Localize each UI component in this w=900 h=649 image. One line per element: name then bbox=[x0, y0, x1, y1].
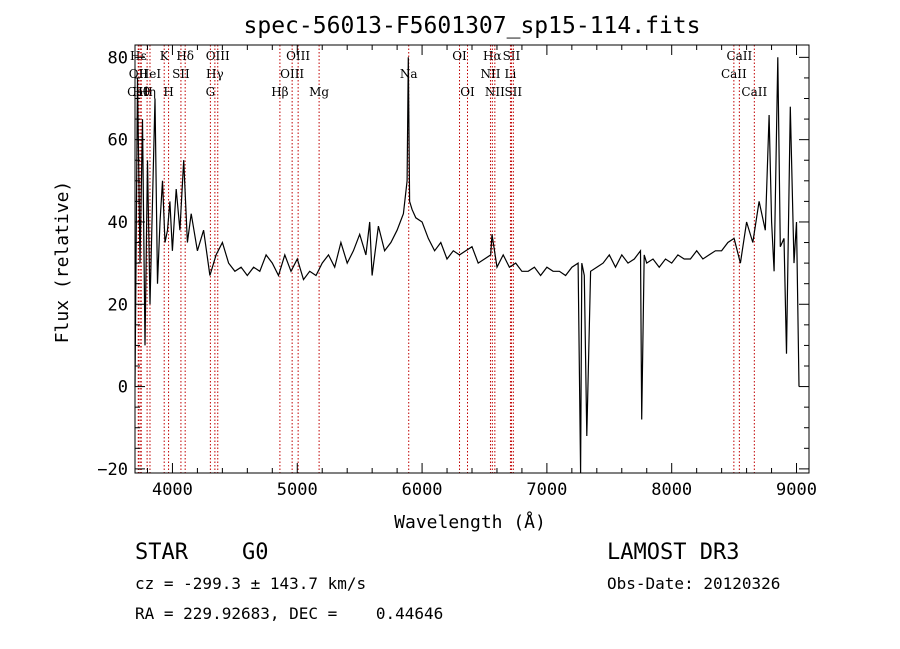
marker-label-8: H bbox=[163, 85, 173, 99]
marker-label-11: Hγ bbox=[206, 67, 224, 81]
obs-date-text: Obs-Date: 20120326 bbox=[607, 574, 781, 593]
x-tick-label-2: 6000 bbox=[402, 480, 443, 500]
marker-label-21: SII bbox=[503, 49, 521, 63]
marker-label-5: HeI bbox=[139, 67, 162, 81]
plot-frame bbox=[134, 44, 810, 474]
marker-label-13: Hβ bbox=[271, 85, 288, 99]
spectrum-chart: spec-56013-F5601307_sp15-114.fits HεOIIC… bbox=[52, 13, 817, 533]
marker-label-19: OI bbox=[460, 85, 475, 99]
y-tick-label-1: 0 bbox=[118, 378, 128, 398]
marker-label-23: Li bbox=[505, 67, 517, 81]
marker-label-24: NII bbox=[485, 85, 505, 99]
survey-label: LAMOST DR3 bbox=[607, 540, 740, 565]
x-tick-label-5: 9000 bbox=[776, 480, 817, 500]
marker-label-22: NII bbox=[480, 67, 500, 81]
marker-label-1: OII bbox=[129, 67, 149, 81]
marker-label-12: G bbox=[206, 85, 216, 99]
y-tick-label-2: 20 bbox=[108, 295, 128, 315]
spectrum-line bbox=[134, 57, 800, 474]
marker-label-10: OIII bbox=[206, 49, 230, 63]
class-label: STAR bbox=[135, 540, 188, 565]
marker-label-14: OIII bbox=[286, 49, 310, 63]
marker-label-18: OI bbox=[452, 49, 467, 63]
marker-label-27: CaII bbox=[721, 67, 747, 81]
x-axis-label: Wavelength (Å) bbox=[394, 511, 546, 533]
marker-label-9: Hδ bbox=[176, 49, 194, 63]
y-axis-label: Flux (relative) bbox=[52, 181, 73, 344]
x-tick-label-1: 5000 bbox=[277, 480, 318, 500]
axis-ticks: 4000 5000 6000 7000 8000 9000 −20 0 20 40 60 80 bbox=[97, 45, 817, 500]
marker-label-7: SII bbox=[172, 67, 190, 81]
marker-label-26: CaII bbox=[726, 49, 752, 63]
marker-label-16: Mg bbox=[309, 85, 329, 99]
x-tick-label-0: 4000 bbox=[152, 480, 193, 500]
y-tick-label-4: 60 bbox=[108, 131, 128, 151]
marker-label-6: K bbox=[160, 49, 170, 63]
x-tick-label-4: 8000 bbox=[651, 480, 692, 500]
y-tick-label-5: 80 bbox=[108, 48, 128, 68]
marker-label-4: Hη bbox=[138, 85, 156, 99]
chart-title: spec-56013-F5601307_sp15-114.fits bbox=[244, 13, 701, 39]
x-tick-label-3: 7000 bbox=[526, 480, 567, 500]
marker-label-15: OIII bbox=[280, 67, 304, 81]
marker-label-20: Hα bbox=[483, 49, 502, 63]
subclass-label: G0 bbox=[242, 540, 269, 565]
y-tick-label-0: −20 bbox=[97, 460, 128, 480]
coordinates-text: RA = 229.92683, DEC = 0.44646 bbox=[135, 604, 444, 623]
marker-label-28: CaII bbox=[741, 85, 767, 99]
redshift-text: cz = -299.3 ± 143.7 km/s bbox=[135, 574, 367, 593]
marker-label-25: SII bbox=[504, 85, 522, 99]
y-tick-label-3: 40 bbox=[108, 213, 128, 233]
